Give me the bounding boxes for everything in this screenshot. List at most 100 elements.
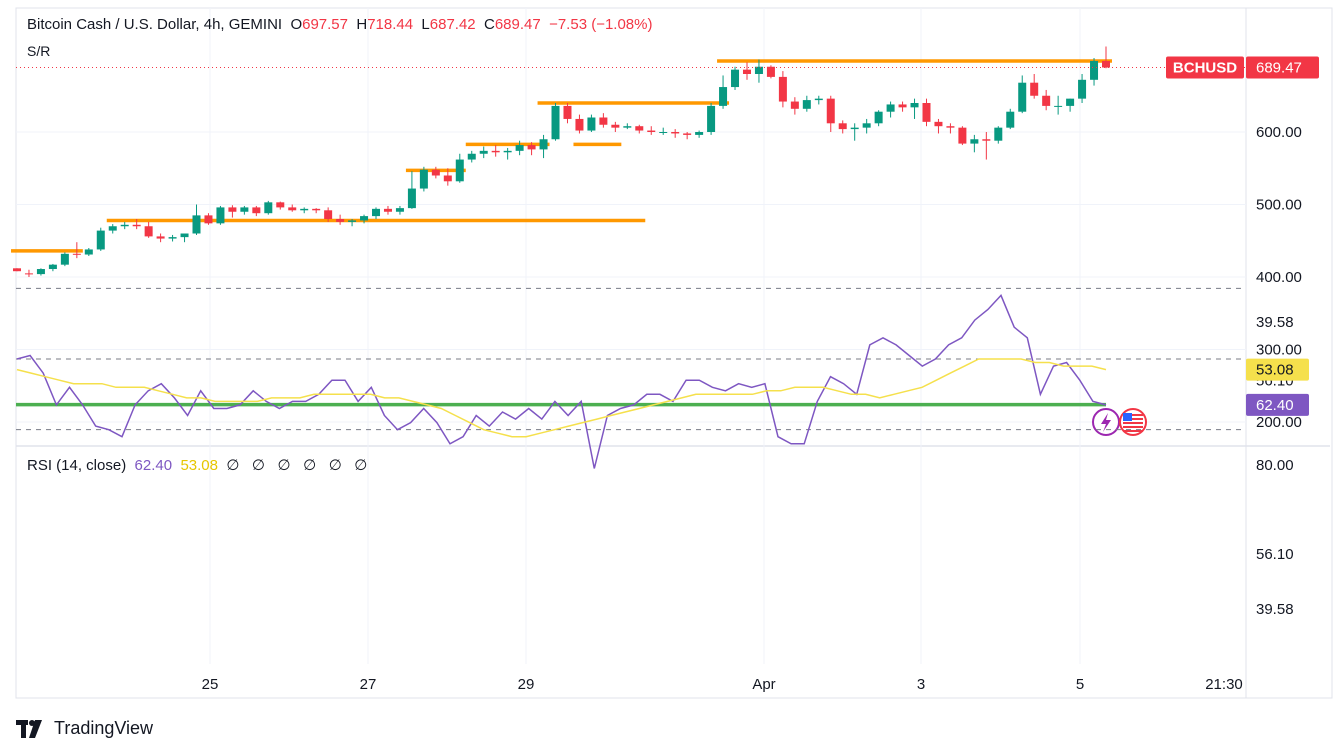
candle-body [707, 105, 716, 132]
rsi-extra-6: ∅ [354, 457, 368, 474]
candle-body [659, 132, 668, 133]
rsi-legend: RSI (14, close) 62.40 53.08 ∅ ∅ ∅ ∅ ∅ ∅ [27, 456, 367, 474]
candle-body [168, 237, 177, 239]
candle-body [1066, 98, 1075, 106]
candle-body [994, 127, 1003, 141]
candle-body [790, 101, 799, 109]
candle-body [84, 249, 93, 255]
candle-body [336, 219, 345, 222]
rsi-value: 62.40 [134, 457, 173, 474]
candle-body [503, 150, 512, 153]
candle-body [264, 202, 273, 214]
low-value: 687.42 [429, 16, 476, 33]
candle-body [838, 123, 847, 130]
price-tick-label: 600.00 [1256, 124, 1302, 141]
candle-body [120, 224, 129, 227]
candle-body [575, 118, 584, 131]
candle-body [443, 175, 452, 182]
candle-body [431, 169, 440, 176]
price-tick-label: 500.00 [1256, 197, 1302, 214]
candle-body [802, 100, 811, 109]
rsi-value-tag: 62.40 [1256, 397, 1294, 414]
rsi-tick-label: 39.58 [1256, 314, 1294, 331]
candle-body [611, 124, 620, 128]
candle-body [671, 132, 680, 134]
tradingview-brand[interactable]: TradingView [16, 718, 153, 739]
candle-body [324, 210, 333, 219]
symbol-tag-text: BCHUSD [1173, 59, 1237, 76]
candle-body [419, 169, 428, 189]
candle-body [527, 145, 536, 150]
time-tick-label: 25 [202, 676, 219, 693]
candle-body [348, 220, 357, 222]
close-value: 689.47 [494, 16, 541, 33]
candle-body [395, 208, 404, 212]
candle-body [683, 133, 692, 135]
candle-body [742, 69, 751, 74]
candle-body [587, 117, 596, 131]
flag-stripe [1123, 414, 1143, 416]
candle-body [922, 103, 931, 122]
candle-body [180, 233, 189, 238]
rsi-name[interactable]: RSI (14, close) [27, 457, 127, 474]
flag-stripe [1123, 418, 1143, 420]
candle-body [72, 253, 81, 255]
candle-body [240, 207, 249, 212]
candle-body [407, 188, 416, 209]
candle-body [1078, 79, 1087, 99]
flag-stripe [1123, 430, 1143, 432]
us-flag-event-icon [1119, 408, 1147, 436]
candle-body [898, 104, 907, 108]
time-tick-label: 3 [917, 676, 925, 693]
rsi-value-tag-bg [1246, 393, 1309, 416]
candle-body [479, 150, 488, 154]
candle-body [288, 207, 297, 211]
time-tick-label: 27 [360, 676, 377, 693]
price-tick-label: 200.00 [1256, 414, 1302, 431]
candle-body [24, 273, 33, 275]
chart-frame [15, 7, 1333, 699]
price-tick-label: 300.00 [1256, 342, 1302, 359]
rsi-tick-label: 80.00 [1256, 457, 1294, 474]
candle-body [515, 145, 524, 151]
time-tick-label: 29 [518, 676, 535, 693]
candle-body [156, 236, 165, 239]
candle-body [623, 126, 632, 128]
candle-body [970, 139, 979, 144]
candle-body [754, 66, 763, 74]
rsi-ma-tag: 53.08 [1256, 362, 1294, 379]
candle-body [312, 208, 321, 211]
high-label: H [356, 16, 368, 33]
rsi-extra-5: ∅ [328, 457, 342, 474]
candle-body [563, 105, 572, 119]
chart-legend: Bitcoin Cash / U.S. Dollar, 4h, GEMINI O… [27, 16, 652, 33]
candle-body [1030, 82, 1039, 96]
candle-body [467, 153, 476, 160]
tradingview-logo-icon [16, 719, 42, 738]
candle-body [1054, 105, 1063, 107]
candle-body [491, 150, 500, 153]
symbol-title: Bitcoin Cash / U.S. Dollar, 4h, GEMINI [27, 16, 283, 33]
candle-body [1018, 82, 1027, 112]
candle-body [276, 202, 285, 208]
candle-body [850, 127, 859, 130]
candle-body [252, 207, 261, 214]
rsi-extra-2: ∅ [251, 457, 265, 474]
candle-body [216, 207, 225, 224]
candle-body [910, 103, 919, 108]
rsi-ma-value: 53.08 [180, 457, 218, 474]
rsi-extra-4: ∅ [303, 457, 317, 474]
candle-body [204, 215, 213, 224]
candle-body [144, 226, 153, 237]
flag-stripe [1123, 426, 1143, 428]
rsi-extra-1: ∅ [226, 457, 240, 474]
price-tick-label: 400.00 [1256, 269, 1302, 286]
close-label: C [484, 16, 495, 33]
candle-body [695, 132, 704, 135]
candle-body [814, 98, 823, 101]
candle-body [862, 123, 871, 128]
sr-indicator-label[interactable]: S/R [27, 43, 51, 59]
rsi-ma-line [16, 358, 1107, 438]
candle-body [766, 66, 775, 77]
